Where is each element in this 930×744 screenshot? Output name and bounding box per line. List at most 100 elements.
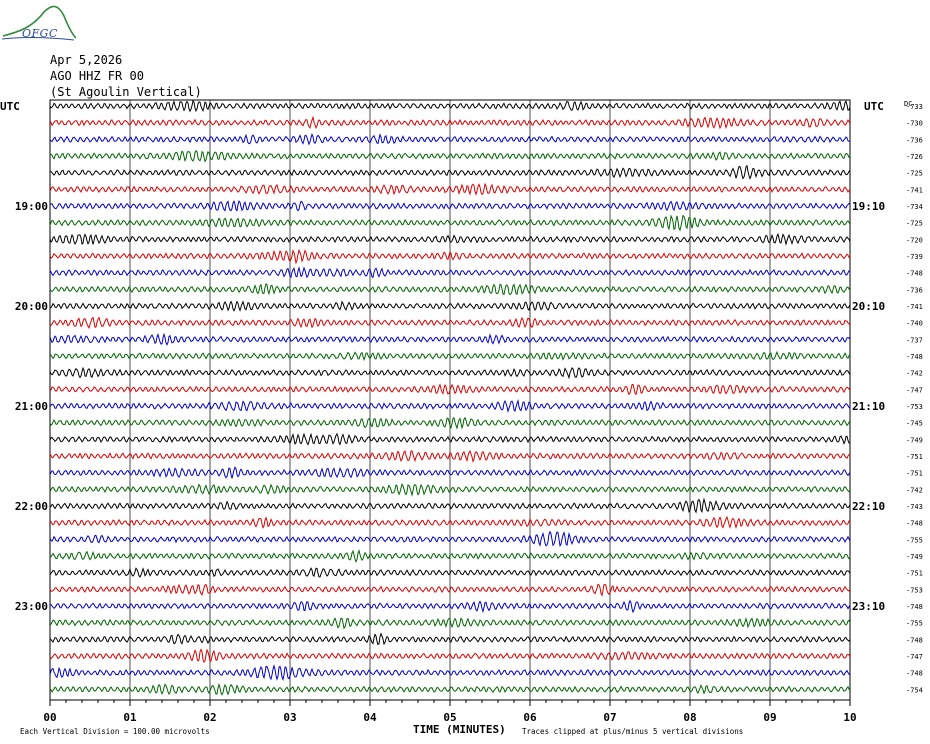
seismic-trace [49,632,851,646]
dc-offset-label: -741 [906,303,923,311]
x-axis-title: TIME (MINUTES) [413,723,506,736]
left-hour-label: 21:00 [15,400,48,413]
dc-offset-label: -755 [906,536,923,544]
seismic-trace [49,366,851,380]
seismic-trace [49,449,851,464]
seismic-trace [49,617,851,630]
left-hour-label: 22:00 [15,500,48,513]
clip-note: Traces clipped at plus/minus 5 vertical … [522,727,743,736]
dc-offset-label: -734 [906,203,923,211]
logo: OFGC [0,0,77,44]
seismic-trace [49,199,851,212]
seismic-trace [49,515,851,530]
dc-offset-label: -742 [906,486,923,494]
seismic-trace [49,497,851,514]
x-tick-label: 04 [363,711,377,724]
seismic-trace [49,664,851,681]
dc-offset-label: -755 [906,620,923,628]
dc-offset-label: -726 [906,153,923,161]
seismic-trace [49,648,851,664]
grid-layer [49,99,851,706]
dc-offset-label: -720 [906,236,923,244]
dc-offset-label: -737 [906,336,923,344]
dc-offset-label: -741 [906,186,923,194]
dc-offset-label: -748 [906,353,923,361]
right-hour-label: 19:10 [852,200,885,213]
seismic-trace [49,266,851,279]
dc-offset-label: -748 [906,603,923,611]
seismic-trace [49,383,851,396]
left-hour-label: 20:00 [15,300,48,313]
seismic-trace [49,316,851,330]
seismic-trace [49,182,851,196]
logo-text: OFGC [22,27,58,40]
x-tick-label: 05 [443,711,456,724]
dc-offset-label: -739 [906,253,923,261]
dc-offset-label: -749 [906,436,923,444]
right-hour-label: 23:10 [852,600,885,613]
dc-offset-label: -749 [906,553,923,561]
dc-offset-label: -751 [906,570,923,578]
dc-offset-label: -743 [906,503,923,511]
right-hour-label: 20:10 [852,300,885,313]
dc-offset-label: -751 [906,453,923,461]
seismic-trace [49,483,851,497]
dc-offset-label: -736 [906,286,923,294]
x-tick-label: 03 [283,711,296,724]
dc-offset-label: -740 [906,320,923,328]
dc-offset-label: -745 [906,420,923,428]
x-tick-label: 06 [523,711,537,724]
seismic-trace [49,214,851,232]
x-tick-label: 01 [123,711,137,724]
chart-date: Apr 5,2026 [50,53,123,67]
seismic-trace [49,99,851,113]
right-utc-label: UTC [864,100,884,113]
dc-offset-label: -753 [906,586,923,594]
seismic-trace [49,530,851,548]
dc-offset-label: -751 [906,470,923,478]
dc-offset-label: -725 [906,220,923,228]
x-tick-label: 08 [683,711,696,724]
dc-offset-label: -748 [906,670,923,678]
dc-offset-label: -730 [906,120,923,128]
seismic-trace [49,567,851,578]
x-tick-label: 10 [843,711,856,724]
seismic-trace [49,432,851,446]
seismic-trace [49,682,851,696]
left-utc-label: UTC [0,100,20,113]
x-tick-label: 07 [603,711,616,724]
dc-offset-label: -742 [906,370,923,378]
dc-offset-label: -747 [906,386,923,394]
seismic-trace [49,398,851,414]
seismic-trace [49,232,851,246]
seismic-trace [49,132,851,146]
right-hour-label: 21:10 [852,400,885,413]
dc-offset-label: -754 [906,686,923,694]
station-description: (St Agoulin Vertical) [50,85,202,99]
seismic-trace [49,549,851,563]
label-layer: 00 01 02 03 04 05 06 07 08 09 10 -733 -730 -736 -726 -7… [15,103,923,724]
seismic-trace [49,332,851,346]
dc-offset-label: -748 [906,270,923,278]
dc-offset-label: -748 [906,520,923,528]
dc-offset-label: -733 [906,103,923,111]
logo-swoosh-icon [1,5,77,41]
dc-offset-label: -747 [906,653,923,661]
seismic-trace [49,248,851,265]
left-hour-label: 19:00 [15,200,48,213]
seismic-trace [49,416,851,430]
seismic-trace [49,300,851,312]
x-tick-label: 02 [203,711,216,724]
seismic-trace [49,466,851,479]
trace-layer [49,99,851,696]
dc-offset-label: -725 [906,170,923,178]
seismic-trace [49,350,851,362]
dc-offset-label: -748 [906,636,923,644]
seismic-trace [49,115,851,130]
seismic-trace [49,599,851,614]
seismic-trace [49,164,851,180]
seismic-trace [49,150,851,163]
dc-offset-label: -736 [906,136,923,144]
station-code: AGO HHZ FR 00 [50,69,144,83]
